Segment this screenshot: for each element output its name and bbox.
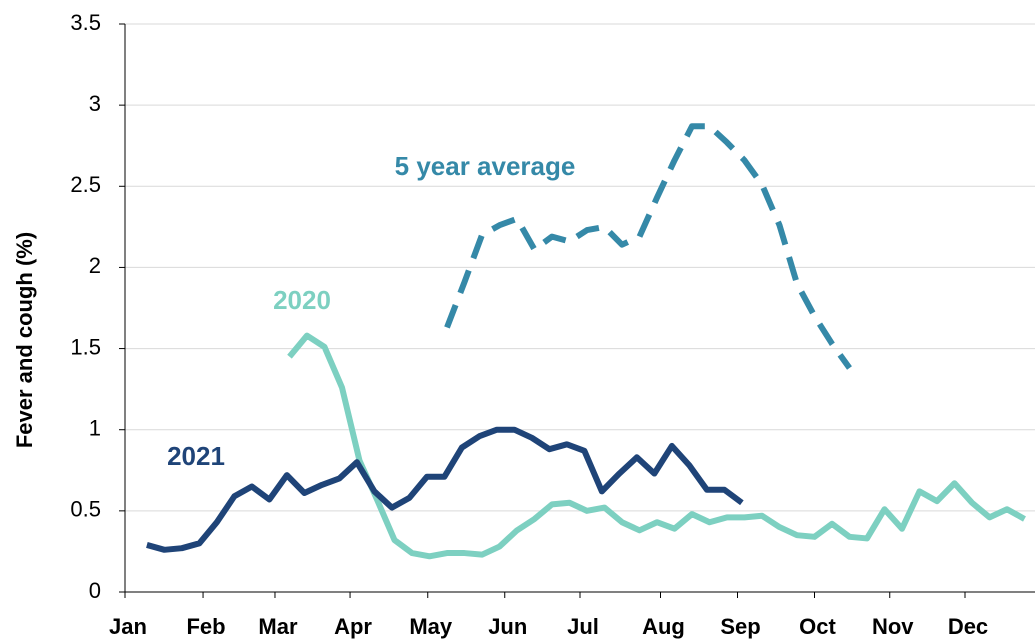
y-tick-label: 1.5 <box>70 334 101 359</box>
series-label: 2021 <box>167 441 225 471</box>
x-tick-label: Mar <box>258 614 298 639</box>
x-tick-label: Sep <box>720 614 760 639</box>
y-tick-label: 3 <box>89 91 101 116</box>
x-tick-label: Jun <box>488 614 527 639</box>
series-line <box>146 426 744 553</box>
series-line <box>287 332 1026 560</box>
series-line <box>444 123 852 370</box>
x-tick-label: May <box>409 614 453 639</box>
y-tick-label: 0.5 <box>70 497 101 522</box>
y-axis-label: Fever and cough (%) <box>12 232 37 448</box>
y-tick-label: 2 <box>89 253 101 278</box>
x-tick-label: Nov <box>872 614 914 639</box>
x-tick-label: Jul <box>567 614 599 639</box>
series-label: 2020 <box>273 285 331 315</box>
x-tick-label: Oct <box>799 614 836 639</box>
x-tick-label: Feb <box>186 614 225 639</box>
y-tick-label: 3.5 <box>70 10 101 35</box>
x-tick-label: Dec <box>948 614 988 639</box>
x-tick-label: Apr <box>334 614 372 639</box>
y-tick-label: 1 <box>89 416 101 441</box>
x-tick-label: Aug <box>642 614 685 639</box>
y-tick-label: 2.5 <box>70 172 101 197</box>
series-label: 5 year average <box>395 151 576 181</box>
y-tick-label: 0 <box>89 578 101 603</box>
x-tick-label: Jan <box>109 614 147 639</box>
